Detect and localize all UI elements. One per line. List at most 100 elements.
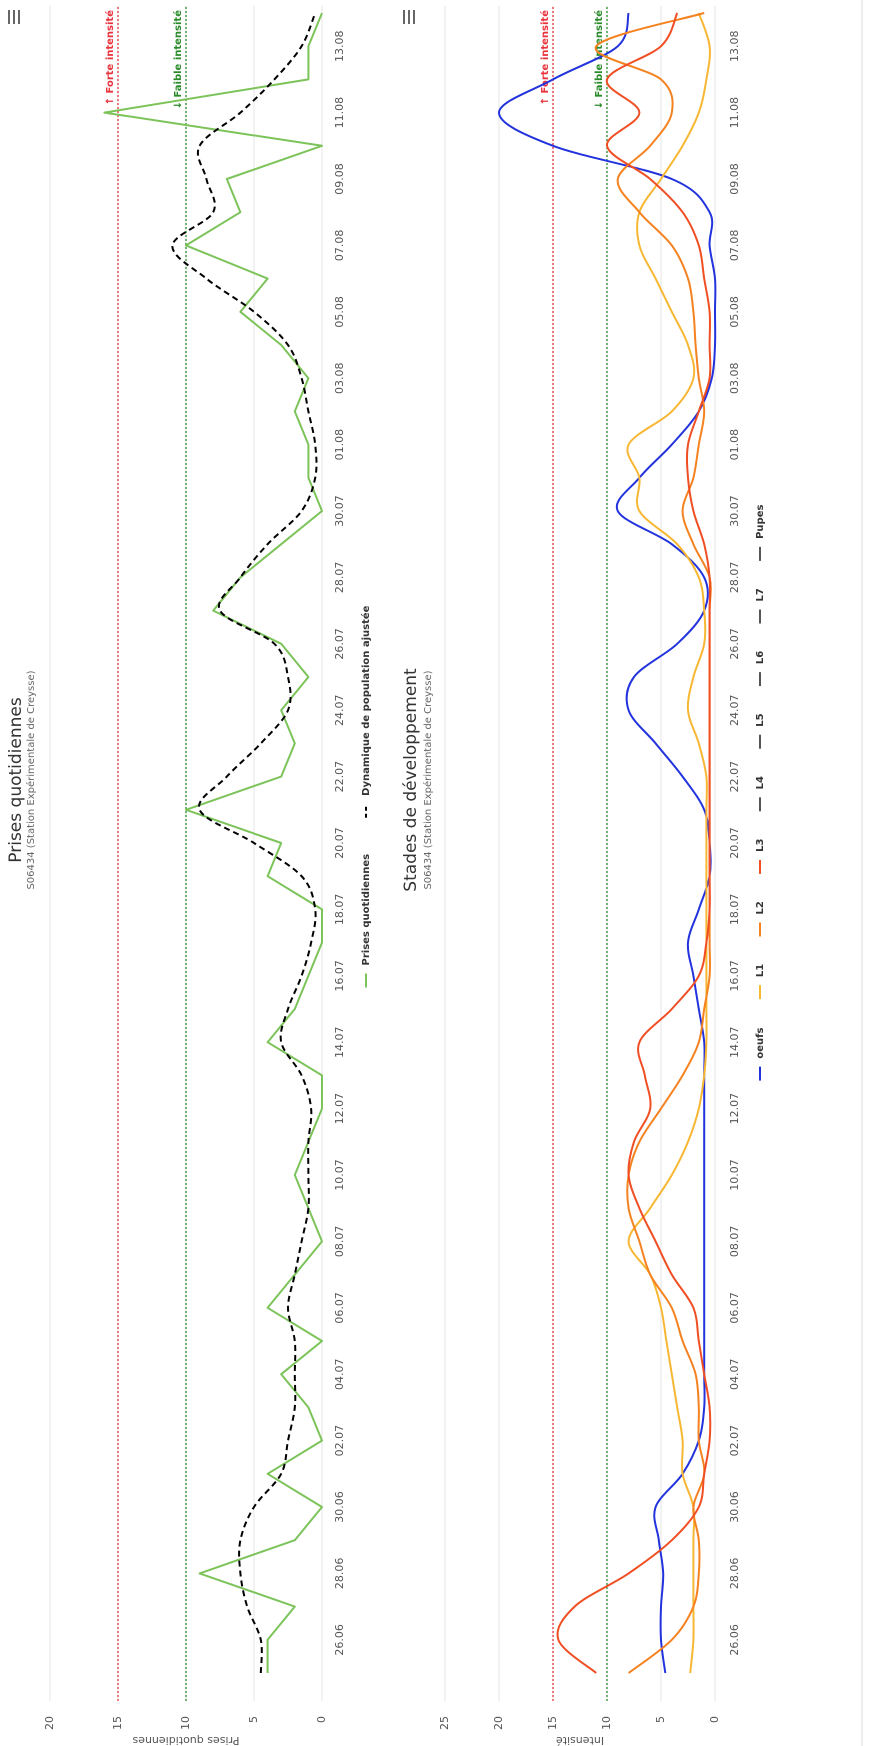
legend-item[interactable]: Dynamique de population ajustée [360, 605, 372, 818]
legend-label: L6 [755, 651, 766, 664]
y-tick-label: 20 [43, 1716, 56, 1730]
x-tick-label: 09.08 [333, 163, 346, 195]
x-tick-label: 03.08 [333, 362, 346, 394]
y-tick-label: 5 [247, 1716, 260, 1723]
x-tick-label: 26.06 [333, 1624, 346, 1656]
y-tick-label: 15 [546, 1716, 559, 1730]
x-tick-label: 04.07 [333, 1358, 346, 1390]
legend-item[interactable]: L1 [755, 964, 766, 1000]
y-axis-title: Prises quotidiennes [132, 1734, 239, 1746]
y-tick-label: 10 [600, 1716, 613, 1730]
x-tick-label: 11.08 [333, 97, 346, 129]
x-tick-label: 18.07 [728, 894, 741, 926]
series-line [103, 12, 323, 1673]
x-tick-label: 20.07 [333, 827, 346, 859]
x-tick-label: 20.07 [728, 827, 741, 859]
x-tick-label: 16.07 [728, 960, 741, 992]
x-tick-label: 14.07 [728, 1026, 741, 1058]
x-tick-label: 09.08 [728, 163, 741, 195]
plot-line-label: ↓ Faible intensité [593, 10, 605, 110]
x-tick-label: 28.06 [333, 1558, 346, 1590]
legend-item[interactable]: L7 [755, 588, 766, 624]
x-tick-label: 24.07 [728, 694, 741, 726]
x-tick-label: 30.06 [728, 1491, 741, 1523]
x-tick-label: 18.07 [333, 894, 346, 926]
x-tick-label: 05.08 [728, 296, 741, 328]
x-tick-label: 04.07 [728, 1358, 741, 1390]
chart-subtitle: S06434 (Station Expérimentale de Creysse… [25, 670, 37, 889]
plot-line-label: ↓ Faible intensité [172, 10, 184, 110]
series-line [556, 12, 712, 1674]
legend-item[interactable]: L2 [755, 901, 766, 937]
legend-label: L3 [755, 839, 766, 852]
legend-item[interactable]: L5 [755, 713, 766, 749]
x-tick-label: 26.07 [333, 628, 346, 660]
x-tick-label: 05.08 [333, 296, 346, 328]
menu-button[interactable] [403, 10, 415, 24]
chart-title: Stades de développement [401, 668, 421, 892]
x-tick-label: 28.07 [333, 562, 346, 594]
x-tick-label: 16.07 [333, 960, 346, 992]
x-tick-label: 06.07 [333, 1292, 346, 1324]
x-tick-label: 28.06 [728, 1558, 741, 1590]
x-tick-label: 13.08 [728, 30, 741, 62]
plot-line-label: ↑ Forte intensité [539, 10, 551, 106]
x-tick-label: 28.07 [728, 562, 741, 594]
x-tick-label: 26.07 [728, 628, 741, 660]
chart-title: Prises quotidiennes [6, 697, 26, 863]
x-tick-label: 02.07 [728, 1425, 741, 1457]
menu-icon-bar [403, 10, 405, 24]
x-tick-label: 14.07 [333, 1026, 346, 1058]
menu-icon-bar [8, 10, 10, 24]
menu-icon-bar [18, 10, 20, 24]
legend-item[interactable]: L6 [755, 651, 766, 687]
legend-label: Dynamique de population ajustée [360, 605, 372, 795]
x-tick-label: 10.07 [728, 1159, 741, 1191]
x-tick-label: 07.08 [728, 230, 741, 262]
legend-label: L2 [755, 901, 766, 914]
x-tick-label: 03.08 [728, 362, 741, 394]
x-tick-label: 12.07 [728, 1093, 741, 1125]
series-line [171, 12, 318, 1674]
x-tick-label: 06.07 [728, 1292, 741, 1324]
legend-label: Pupes [755, 505, 766, 539]
legend-label: L1 [755, 964, 766, 977]
legend-label: L4 [755, 776, 766, 789]
x-tick-label: 07.08 [333, 230, 346, 262]
legend-item[interactable]: Pupes [755, 505, 766, 561]
x-tick-label: 30.06 [333, 1491, 346, 1523]
legend-label: oeufs [755, 1027, 766, 1058]
menu-icon-bar [13, 10, 15, 24]
menu-button[interactable] [8, 10, 20, 24]
legend-label: Prises quotidiennes [361, 854, 372, 966]
x-tick-label: 12.07 [333, 1093, 346, 1125]
y-tick-label: 25 [438, 1716, 451, 1730]
legend-item[interactable]: Prises quotidiennes [361, 854, 372, 988]
x-tick-label: 02.07 [333, 1425, 346, 1457]
x-tick-label: 11.08 [728, 97, 741, 129]
x-tick-label: 22.07 [728, 761, 741, 793]
menu-icon-bar [408, 10, 410, 24]
chart-subtitle: S06434 (Station Expérimentale de Creysse… [422, 670, 434, 889]
legend-item[interactable]: oeufs [755, 1027, 766, 1081]
x-tick-label: 30.07 [333, 495, 346, 527]
x-tick-label: 13.08 [333, 30, 346, 62]
y-tick-label: 0 [708, 1716, 721, 1723]
x-tick-label: 01.08 [333, 429, 346, 461]
legend-item[interactable]: L3 [755, 839, 766, 874]
plot-line-label: ↑ Forte intensité [104, 10, 116, 106]
rotated-content: Prises quotidiennes S06434 (Station Expér… [6, 6, 766, 1746]
y-tick-label: 15 [111, 1716, 124, 1730]
y-tick-label: 10 [179, 1716, 192, 1730]
y-tick-label: 5 [654, 1716, 667, 1723]
y-tick-label: 20 [492, 1716, 505, 1730]
y-axis-title: Intensité [556, 1734, 604, 1746]
series-line [626, 12, 711, 1674]
legend-label: L5 [755, 713, 766, 726]
x-tick-label: 01.08 [728, 429, 741, 461]
x-tick-label: 30.07 [728, 495, 741, 527]
legend-item[interactable]: L4 [755, 776, 766, 812]
